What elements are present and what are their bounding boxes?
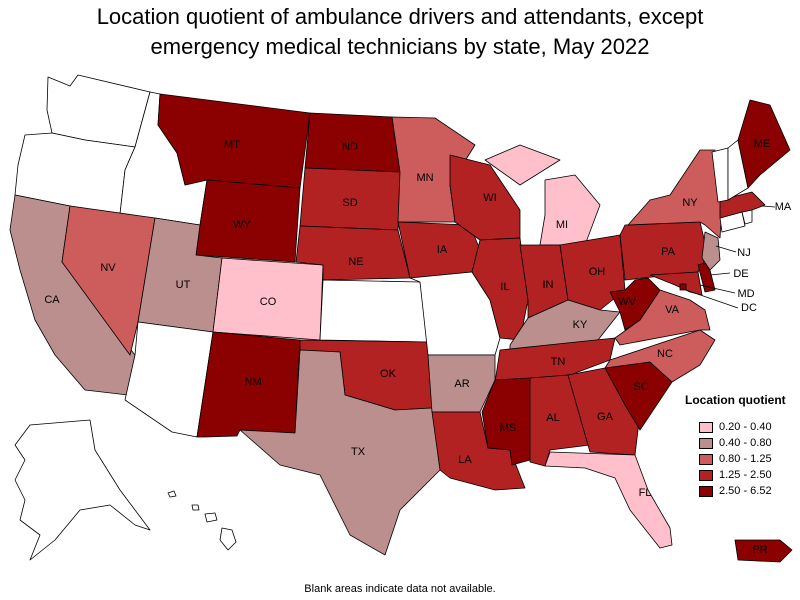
state-nv[interactable] [61,205,156,356]
state-label-de: DE [733,268,748,280]
state-label-la: LA [458,454,472,466]
state-label-nd: ND [342,141,358,153]
state-label-oh: OH [589,266,606,278]
legend: Location quotient 0.20 - 0.40 0.40 - 0.80… [685,393,797,499]
state-nc[interactable] [604,329,716,383]
state-la[interactable] [431,411,526,491]
state-label-nm: NM [244,376,261,388]
state-hi[interactable] [167,490,237,551]
state-tn[interactable] [494,337,616,383]
state-label-ca: CA [44,294,60,306]
state-label-ok: OK [380,368,397,380]
state-label-dc: DC [741,302,757,314]
state-ar[interactable] [427,354,496,413]
state-label-ga: GA [597,411,614,423]
state-labels: MT WY ND SD NE MN IA WI IL MI IN OH KY TN CA NV UT CO NM TX… [44,138,792,556]
state-label-va: VA [665,304,680,316]
state-label-in: IN [543,279,554,291]
state-label-mn: MN [416,172,433,184]
state-label-me: ME [754,138,771,150]
legend-label: 2.50 - 6.52 [719,485,772,497]
legend-item: 0.80 - 1.25 [685,451,797,467]
state-label-ma: MA [775,201,792,213]
state-ak[interactable] [14,419,151,561]
state-de[interactable] [697,261,716,293]
legend-swatch [699,437,713,449]
state-label-il: IL [500,281,509,293]
state-nm[interactable] [196,331,301,438]
state-label-nc: NC [657,348,673,360]
state-ks[interactable] [319,279,429,343]
legend-swatch [699,453,713,465]
state-label-ia: IA [437,244,448,256]
map-title: Location quotient of ambulance drivers a… [0,2,800,62]
map-title-line-1: Location quotient of ambulance drivers a… [96,4,704,29]
state-label-al: AL [546,412,559,424]
legend-item: 0.20 - 0.40 [685,419,797,435]
state-label-wy: WY [233,219,251,231]
state-label-sd: SD [342,197,357,209]
state-label-md: MD [737,288,754,300]
legend-label: 0.80 - 1.25 [719,453,772,465]
state-label-tn: TN [551,356,566,368]
legend-items: 0.20 - 0.40 0.40 - 0.80 0.80 - 1.25 1.25 - … [685,419,797,499]
state-label-co: CO [260,296,277,308]
legend-label: 0.20 - 0.40 [719,421,772,433]
footnote: Blank areas indicate data not available. [304,583,496,595]
state-label-sc: SC [633,381,648,393]
state-label-tx: TX [351,446,366,458]
label-leader-lines [682,205,776,309]
legend-item: 1.25 - 2.50 [685,467,797,483]
state-label-ms: MS [500,422,517,434]
state-label-ky: KY [573,319,588,331]
state-label-mi: MI [556,219,568,231]
legend-swatch [699,421,713,433]
map-title-line-2: emergency medical technicians by state, … [150,34,650,59]
legend-label: 0.40 - 0.80 [719,437,772,449]
state-label-nv: NV [100,262,116,274]
legend-item: 0.40 - 0.80 [685,435,797,451]
state-label-mt: MT [224,139,240,151]
state-me[interactable] [737,99,791,189]
state-nj[interactable] [701,231,721,271]
state-wv[interactable] [609,277,661,331]
legend-swatch [699,485,713,497]
state-label-wv: WV [618,296,636,308]
state-tx[interactable] [239,349,441,556]
state-mt[interactable] [157,93,311,189]
state-label-pa: PA [661,246,676,258]
state-label-pr: PR [752,544,767,556]
state-label-ut: UT [176,279,191,291]
state-wy[interactable] [195,179,301,263]
state-label-ar: AR [454,378,469,390]
legend-swatch [699,469,713,481]
state-label-fl: FL [639,487,652,499]
state-label-ne: NE [348,256,363,268]
state-label-nj: NJ [737,247,750,259]
legend-label: 1.25 - 2.50 [719,469,772,481]
legend-item: 2.50 - 6.52 [685,483,797,499]
legend-title: Location quotient [685,393,786,407]
state-fl[interactable] [544,451,673,549]
state-label-wi: WI [483,192,496,204]
state-label-ny: NY [682,197,698,209]
state-pr[interactable] [734,539,793,563]
